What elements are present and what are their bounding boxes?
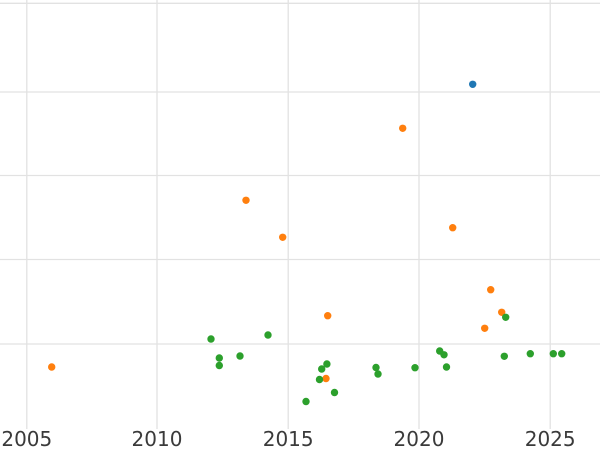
data-point-orange <box>399 124 407 132</box>
data-point-green <box>502 313 510 321</box>
data-point-green <box>374 370 382 378</box>
data-point-green <box>215 354 223 362</box>
data-point-orange <box>498 308 506 316</box>
data-point-green <box>264 331 272 339</box>
data-point-orange <box>322 374 330 383</box>
data-point-green <box>323 360 331 368</box>
data-point-orange <box>487 286 495 294</box>
data-point-green <box>236 352 244 360</box>
x-tick-label: 2010 <box>132 427 183 450</box>
data-point-green <box>372 363 380 372</box>
data-point-green <box>500 352 508 360</box>
data-point-green <box>526 350 534 358</box>
data-point-green <box>442 363 451 371</box>
data-point-blue <box>469 80 477 89</box>
data-point-green <box>411 364 419 372</box>
data-point-green <box>330 388 339 397</box>
data-point-green <box>440 351 448 359</box>
x-tick-label: 2005 <box>1 427 52 450</box>
data-point-orange <box>279 233 287 241</box>
data-point-orange <box>48 363 56 371</box>
data-point-green <box>302 397 310 406</box>
data-point-green <box>318 365 326 373</box>
data-point-green <box>549 350 557 358</box>
x-tick-label: 2025 <box>525 427 576 450</box>
x-tick-label: 2020 <box>394 427 445 450</box>
data-point-green <box>215 361 223 370</box>
data-point-green <box>207 335 215 343</box>
data-point-green <box>558 350 566 358</box>
x-tick-label: 2015 <box>263 427 314 450</box>
data-point-green <box>315 375 324 384</box>
data-point-orange <box>242 196 250 204</box>
data-point-orange <box>481 324 489 332</box>
data-point-orange <box>449 224 457 232</box>
data-point-orange <box>324 312 332 320</box>
